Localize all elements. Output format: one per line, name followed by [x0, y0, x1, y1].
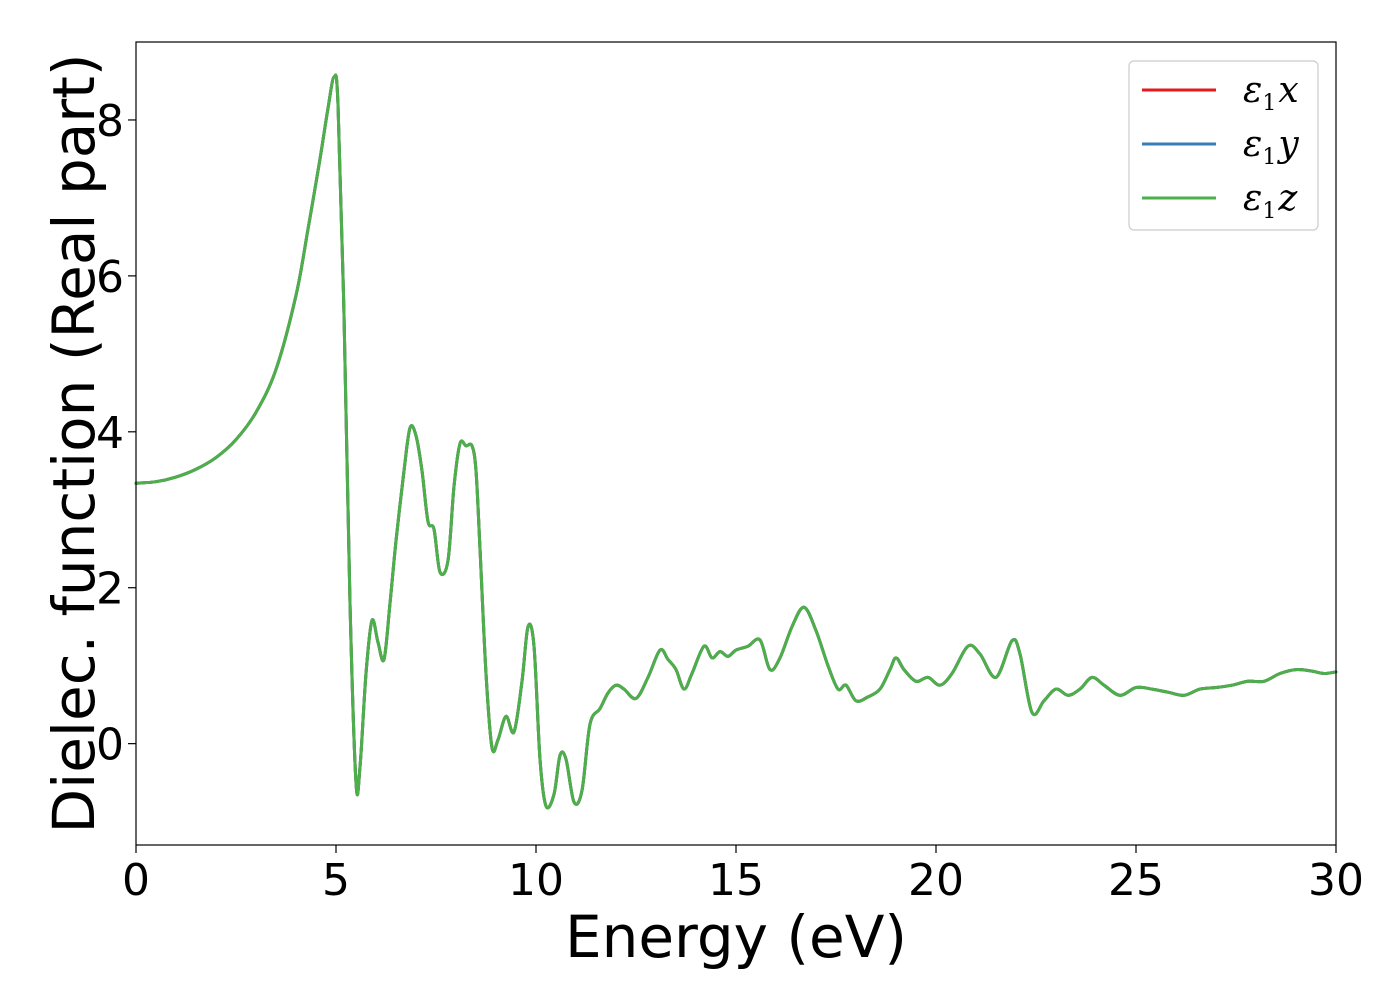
- y-tick-label: 2: [96, 564, 124, 615]
- series-line-z: [134, 73, 1338, 810]
- x-tick-label: 20: [908, 855, 964, 906]
- x-tick-label: 25: [1108, 855, 1164, 906]
- series-lines: [134, 73, 1338, 810]
- x-tick-label: 30: [1308, 855, 1364, 906]
- x-axis-label: Energy (eV): [565, 903, 907, 971]
- x-tick-label: 0: [122, 855, 150, 906]
- y-axis-label: Dielec. function (Real part): [40, 53, 108, 833]
- y-tick-label: 0: [96, 720, 124, 771]
- x-tick-label: 15: [708, 855, 764, 906]
- legend-label-z: ε1z: [1243, 178, 1298, 224]
- x-tick-label: 10: [508, 855, 564, 906]
- legend-box: [1128, 60, 1319, 231]
- legend: ε1x ε1y ε1z: [1128, 60, 1319, 231]
- x-tick-label: 5: [322, 855, 350, 906]
- y-tick-label: 4: [96, 408, 124, 459]
- y-tick-label: 8: [96, 96, 124, 147]
- y-axis-ticks: 0 2 4 6 8: [96, 96, 136, 771]
- legend-label-x: ε1x: [1243, 70, 1299, 116]
- x-axis-ticks: 0 5 10 15 20 25 30: [122, 845, 1364, 906]
- y-tick-label: 6: [96, 252, 124, 303]
- legend-label-y: ε1y: [1243, 124, 1299, 170]
